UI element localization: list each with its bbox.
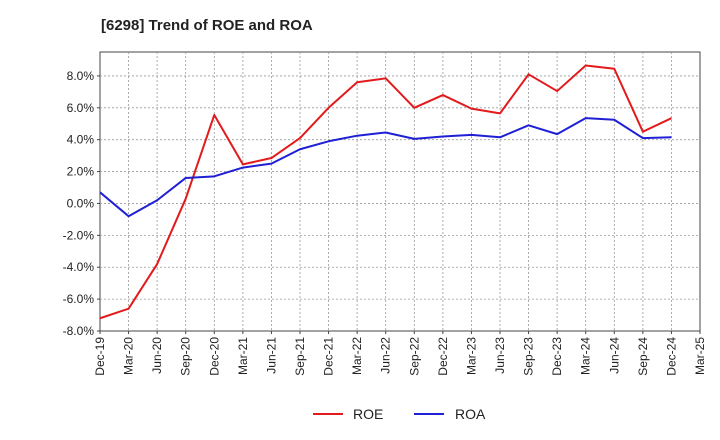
y-tick-label: -8.0% — [63, 324, 95, 338]
x-tick-label: Dec-20 — [207, 337, 221, 376]
series-layer — [99, 64, 672, 320]
legend-roe-label: ROE — [353, 406, 383, 422]
legend-roa-label: ROA — [455, 406, 486, 422]
x-tick-label: Dec-23 — [550, 337, 564, 376]
x-tick-label: Sep-22 — [407, 337, 421, 376]
x-tick-label: Sep-23 — [522, 337, 536, 376]
y-tick-label: -2.0% — [63, 228, 95, 242]
y-tick-label: 8.0% — [67, 69, 95, 83]
x-tick-label: Dec-21 — [322, 337, 336, 376]
x-tick-label: Mar-23 — [464, 337, 478, 375]
x-tick-label: Dec-19 — [93, 337, 107, 376]
chart-title: [6298] Trend of ROE and ROA — [101, 17, 313, 34]
plot-area — [99, 51, 701, 332]
x-axis: Dec-19 Mar-20 Jun-20 Sep-20 Dec-20 Mar-21 Jun-… — [93, 331, 707, 376]
y-tick-label: 6.0% — [67, 101, 95, 115]
x-tick-label: Mar-20 — [122, 337, 136, 375]
x-tick-label: Jun-23 — [493, 337, 507, 374]
x-tick-label: Mar-21 — [236, 337, 250, 375]
y-tick-label: 0.0% — [67, 196, 95, 210]
x-tick-label: Sep-24 — [636, 337, 650, 376]
x-tick-label: Mar-25 — [693, 337, 707, 375]
y-tick-label: -4.0% — [63, 260, 95, 274]
y-tick-label: 4.0% — [67, 133, 95, 147]
x-tick-label: Jun-20 — [150, 337, 164, 374]
series-line-roe — [99, 64, 672, 320]
x-tick-label: Jun-24 — [607, 337, 621, 374]
x-tick-label: Dec-22 — [436, 337, 450, 376]
series-line-roa — [99, 117, 672, 218]
legend: ROE ROA — [313, 406, 486, 422]
y-axis: -8.0% -6.0% -4.0% -2.0% 0.0% 2.0% 4.0% 6.0% 8.0% — [63, 69, 100, 338]
grid-lines — [100, 52, 700, 331]
x-tick-label: Sep-20 — [179, 337, 193, 376]
x-tick-label: Sep-21 — [293, 337, 307, 376]
y-tick-label: -6.0% — [63, 292, 95, 306]
x-tick-label: Jun-22 — [379, 337, 393, 374]
x-tick-label: Mar-24 — [579, 337, 593, 375]
y-tick-label: 2.0% — [67, 165, 95, 179]
x-tick-label: Dec-24 — [664, 337, 678, 376]
x-tick-label: Mar-22 — [350, 337, 364, 375]
x-tick-label: Jun-21 — [264, 337, 278, 374]
